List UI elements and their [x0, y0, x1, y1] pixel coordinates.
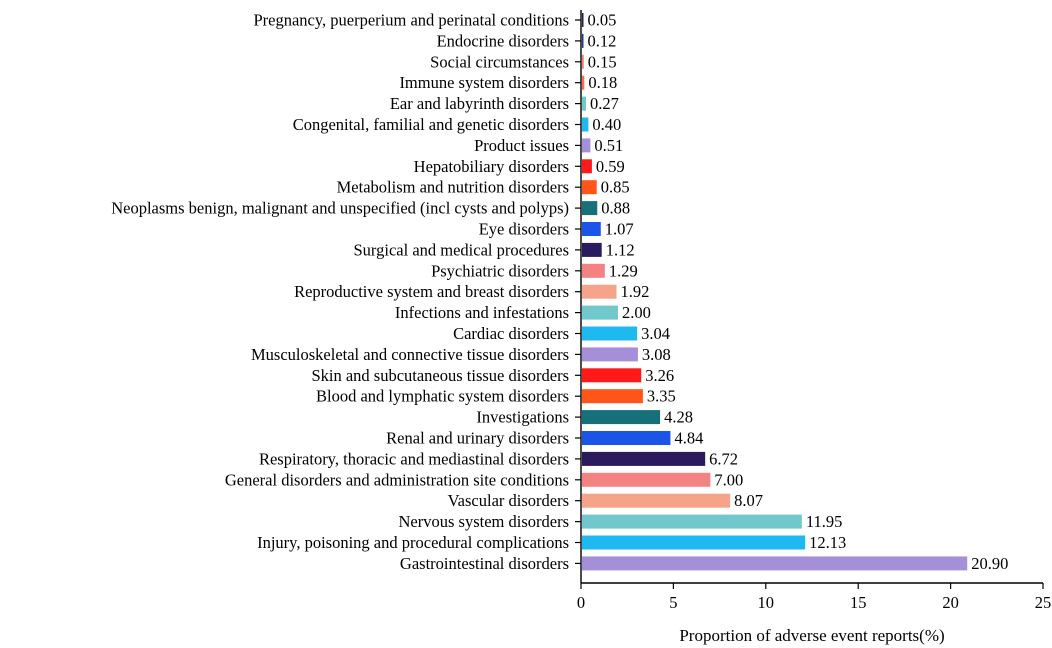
category-label-15: Cardiac disorders — [453, 324, 569, 343]
value-label-7: 0.59 — [596, 157, 625, 176]
bar-13 — [582, 284, 617, 299]
value-label-2: 0.15 — [588, 52, 617, 71]
value-label-20: 4.84 — [674, 429, 703, 448]
bar-8 — [582, 180, 597, 195]
bar-12 — [582, 263, 605, 278]
bar-3 — [582, 75, 585, 90]
category-label-10: Eye disorders — [479, 220, 569, 239]
x-tick-label-3: 15 — [850, 593, 867, 612]
x-tick-label-0: 0 — [577, 593, 585, 612]
value-label-0: 0.05 — [588, 11, 617, 30]
value-label-24: 11.95 — [806, 512, 843, 531]
category-label-23: Vascular disorders — [448, 491, 569, 510]
category-label-1: Endocrine disorders — [437, 31, 569, 50]
bar-10 — [582, 222, 601, 236]
category-label-14: Infections and infestations — [395, 303, 569, 322]
value-label-23: 8.07 — [734, 491, 763, 510]
category-label-8: Metabolism and nutrition disorders — [337, 178, 569, 197]
value-label-3: 0.18 — [588, 73, 617, 92]
category-label-11: Surgical and medical procedures — [354, 240, 570, 259]
category-label-2: Social circumstances — [430, 52, 569, 71]
category-label-12: Psychiatric disorders — [431, 261, 569, 280]
value-label-19: 4.28 — [664, 408, 693, 427]
category-label-5: Congenital, familial and genetic disorde… — [293, 115, 569, 134]
value-label-17: 3.26 — [645, 366, 674, 385]
value-label-9: 0.88 — [601, 199, 630, 218]
bar-6 — [582, 138, 591, 153]
bar-0 — [582, 13, 584, 27]
bar-9 — [582, 201, 598, 216]
value-label-18: 3.35 — [647, 387, 676, 406]
category-label-13: Reproductive system and breast disorders — [294, 282, 569, 301]
value-label-21: 6.72 — [709, 449, 738, 468]
category-label-9: Neoplasms benign, malignant and unspecif… — [111, 199, 569, 218]
bar-19 — [582, 410, 661, 425]
bar-11 — [582, 242, 602, 257]
category-label-0: Pregnancy, puerperium and perinatal cond… — [253, 11, 569, 30]
category-label-7: Hepatobiliary disorders — [414, 157, 569, 176]
category-label-18: Blood and lymphatic system disorders — [316, 387, 569, 406]
bars-layer — [582, 13, 968, 571]
bar-26 — [582, 556, 968, 571]
category-label-24: Nervous system disorders — [399, 512, 569, 531]
value-label-11: 1.12 — [606, 240, 635, 259]
value-label-12: 1.29 — [609, 261, 638, 280]
bar-18 — [582, 389, 643, 404]
bar-5 — [582, 117, 589, 132]
category-label-20: Renal and urinary disorders — [386, 429, 569, 448]
category-label-4: Ear and labyrinth disorders — [390, 94, 569, 113]
value-label-8: 0.85 — [601, 178, 630, 197]
bar-20 — [582, 431, 671, 445]
bar-23 — [582, 493, 731, 508]
bar-17 — [582, 368, 642, 383]
category-label-25: Injury, poisoning and procedural complic… — [257, 533, 569, 552]
bar-24 — [582, 514, 802, 529]
bar-4 — [582, 96, 586, 111]
bar-1 — [582, 33, 584, 48]
value-label-25: 12.13 — [809, 533, 846, 552]
x-tick-label-2: 10 — [758, 593, 775, 612]
x-tick-label-4: 20 — [942, 593, 959, 612]
bar-2 — [582, 54, 584, 69]
value-label-26: 20.90 — [971, 554, 1008, 573]
bar-16 — [582, 347, 638, 362]
value-label-16: 3.08 — [642, 345, 671, 364]
x-tick-label-1: 5 — [669, 593, 677, 612]
value-label-10: 1.07 — [605, 220, 634, 239]
category-label-26: Gastrointestinal disorders — [400, 554, 569, 573]
bar-22 — [582, 472, 711, 487]
value-label-6: 0.51 — [594, 136, 623, 155]
bar-21 — [582, 451, 706, 466]
bar-7 — [582, 159, 592, 174]
bar-14 — [582, 305, 618, 320]
value-label-22: 7.00 — [714, 470, 743, 489]
value-label-15: 3.04 — [641, 324, 670, 343]
category-label-3: Immune system disorders — [399, 73, 569, 92]
value-label-4: 0.27 — [590, 94, 619, 113]
category-label-22: General disorders and administration sit… — [225, 470, 569, 489]
x-axis-title: Proportion of adverse event reports(%) — [679, 626, 944, 645]
category-label-19: Investigations — [476, 408, 569, 427]
category-label-16: Musculoskeletal and connective tissue di… — [251, 345, 569, 364]
value-label-14: 2.00 — [622, 303, 651, 322]
category-label-21: Respiratory, thoracic and mediastinal di… — [259, 449, 569, 468]
x-tick-label-5: 25 — [1035, 593, 1052, 612]
category-label-17: Skin and subcutaneous tissue disorders — [311, 366, 569, 385]
value-label-1: 0.12 — [588, 31, 617, 50]
value-label-5: 0.40 — [592, 115, 621, 134]
labels-layer: Pregnancy, puerperium and perinatal cond… — [111, 11, 1008, 573]
bar-15 — [582, 326, 638, 341]
value-label-13: 1.92 — [620, 282, 649, 301]
category-label-6: Product issues — [474, 136, 569, 155]
axes-layer: 0 5 10 15 20 25 — [575, 10, 1051, 612]
bar-25 — [582, 535, 806, 550]
